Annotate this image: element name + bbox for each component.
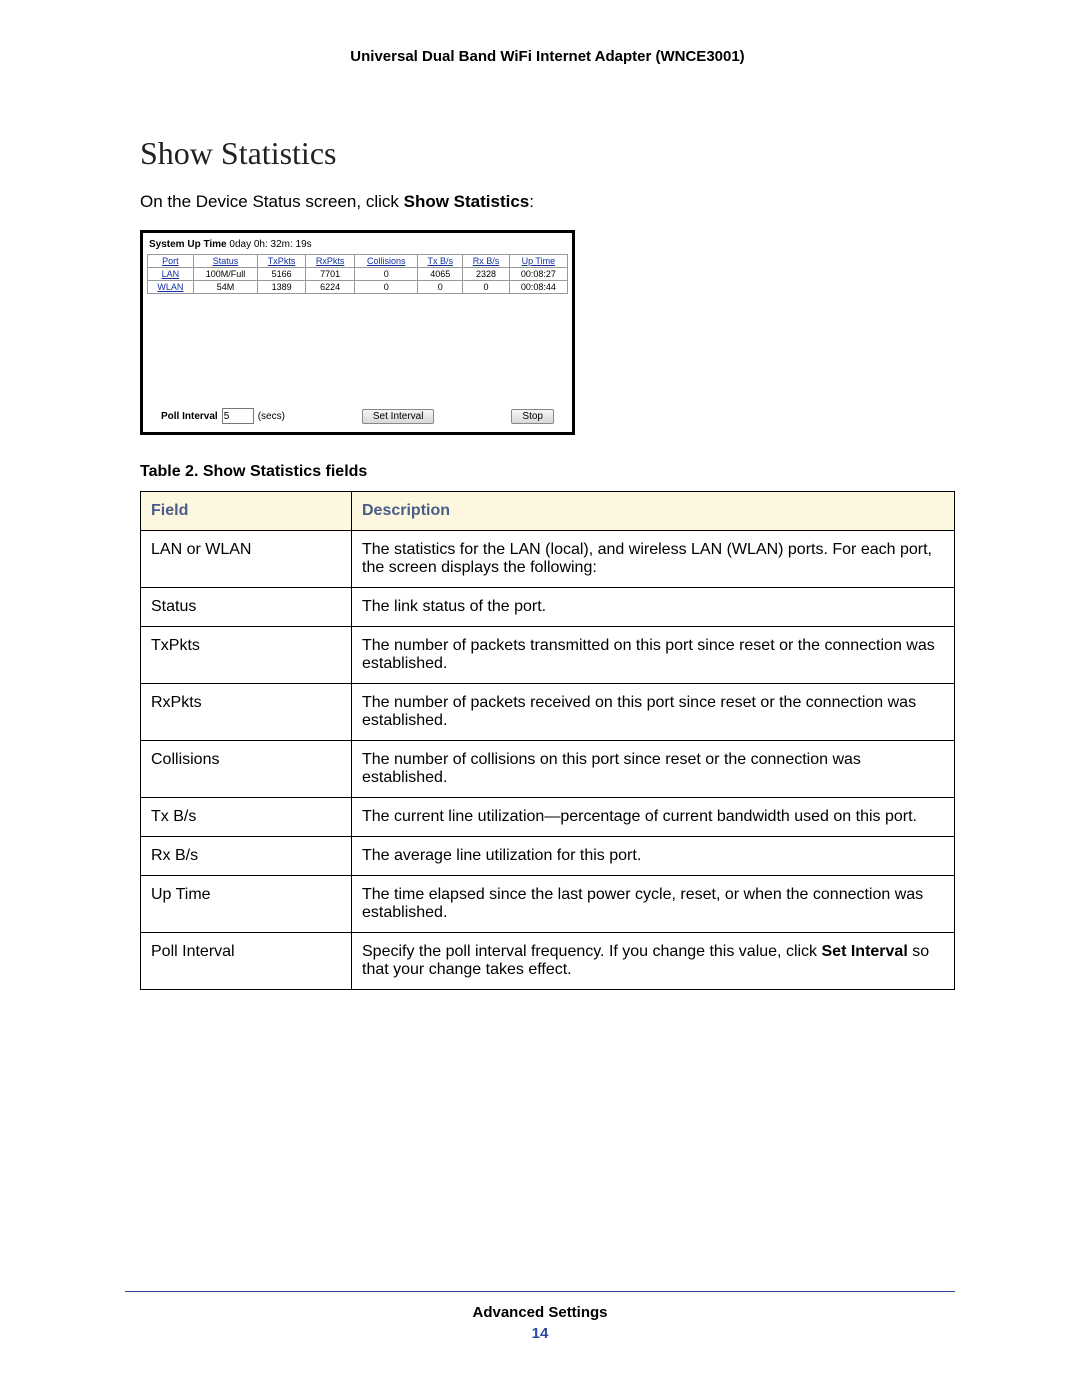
fields-header-row: Field Description (141, 492, 955, 531)
statistics-screenshot: System Up Time 0day 0h: 32m: 19s Port St… (140, 230, 575, 435)
fields-col-field: Field (141, 492, 352, 531)
system-uptime: System Up Time 0day 0h: 32m: 19s (147, 237, 568, 254)
poll-interval-input[interactable] (222, 408, 254, 424)
shot-spacer (147, 294, 568, 404)
uptime-label: System Up Time (149, 239, 227, 250)
stats-header-row: Port Status TxPkts RxPkts Collisions Tx … (148, 255, 568, 268)
shot-controls: Poll Interval (secs) Set Interval Stop (147, 404, 568, 424)
col-collisions: Collisions (355, 255, 418, 268)
fields-row: Tx B/s The current line utilization—perc… (141, 798, 955, 837)
stats-table: Port Status TxPkts RxPkts Collisions Tx … (147, 254, 568, 294)
intro-pre: On the Device Status screen, click (140, 192, 404, 211)
cell: 0 (463, 281, 509, 294)
field-name: TxPkts (141, 627, 352, 684)
poll-units: (secs) (258, 411, 285, 422)
field-name: Tx B/s (141, 798, 352, 837)
desc-pre: Specify the poll interval frequency. If … (362, 943, 822, 960)
cell: 100M/Full (193, 268, 257, 281)
stats-row: LAN 100M/Full 5166 7701 0 4065 2328 00:0… (148, 268, 568, 281)
col-uptime: Up Time (509, 255, 567, 268)
field-desc: The average line utilization for this po… (352, 837, 955, 876)
field-desc: Specify the poll interval frequency. If … (352, 933, 955, 990)
field-desc: The time elapsed since the last power cy… (352, 876, 955, 933)
field-desc: The statistics for the LAN (local), and … (352, 531, 955, 588)
cell: 00:08:27 (509, 268, 567, 281)
footer-section: Advanced Settings (125, 1304, 955, 1321)
col-txpkts: TxPkts (258, 255, 306, 268)
cell: WLAN (148, 281, 194, 294)
fields-col-desc: Description (352, 492, 955, 531)
table-caption: Table 2. Show Statistics fields (140, 463, 955, 481)
cell: 5166 (258, 268, 306, 281)
fields-row: RxPkts The number of packets received on… (141, 684, 955, 741)
stop-button[interactable]: Stop (511, 409, 554, 424)
col-port: Port (148, 255, 194, 268)
cell: 54M (193, 281, 257, 294)
col-rxbs: Rx B/s (463, 255, 509, 268)
intro-post: : (529, 192, 534, 211)
field-name: Collisions (141, 741, 352, 798)
uptime-value: 0day 0h: 32m: 19s (229, 239, 311, 250)
intro-text: On the Device Status screen, click Show … (140, 192, 955, 212)
fields-table: Field Description LAN or WLAN The statis… (140, 491, 955, 990)
field-name: Rx B/s (141, 837, 352, 876)
cell: LAN (148, 268, 194, 281)
col-txbs: Tx B/s (418, 255, 463, 268)
cell: 6224 (305, 281, 354, 294)
field-desc: The link status of the port. (352, 588, 955, 627)
fields-row: Collisions The number of collisions on t… (141, 741, 955, 798)
cell: 00:08:44 (509, 281, 567, 294)
field-desc: The number of collisions on this port si… (352, 741, 955, 798)
intro-bold: Show Statistics (404, 192, 530, 211)
set-interval-button[interactable]: Set Interval (362, 409, 435, 424)
field-name: Up Time (141, 876, 352, 933)
fields-row: Status The link status of the port. (141, 588, 955, 627)
col-rxpkts: RxPkts (305, 255, 354, 268)
stats-row: WLAN 54M 1389 6224 0 0 0 00:08:44 (148, 281, 568, 294)
field-name: Poll Interval (141, 933, 352, 990)
cell: 4065 (418, 268, 463, 281)
fields-row: LAN or WLAN The statistics for the LAN (… (141, 531, 955, 588)
footer-rule (125, 1291, 955, 1292)
fields-row: Poll Interval Specify the poll interval … (141, 933, 955, 990)
field-desc: The number of packets received on this p… (352, 684, 955, 741)
desc-bold: Set Interval (822, 943, 908, 960)
fields-row: Up Time The time elapsed since the last … (141, 876, 955, 933)
page-footer: Advanced Settings 14 (125, 1291, 955, 1342)
cell: 7701 (305, 268, 354, 281)
doc-header: Universal Dual Band WiFi Internet Adapte… (140, 48, 955, 65)
field-name: Status (141, 588, 352, 627)
cell: 2328 (463, 268, 509, 281)
fields-row: Rx B/s The average line utilization for … (141, 837, 955, 876)
footer-page-number: 14 (125, 1325, 955, 1342)
poll-interval-label: Poll Interval (161, 411, 218, 422)
fields-row: TxPkts The number of packets transmitted… (141, 627, 955, 684)
section-title: Show Statistics (140, 135, 955, 172)
field-name: RxPkts (141, 684, 352, 741)
field-name: LAN or WLAN (141, 531, 352, 588)
field-desc: The current line utilization—percentage … (352, 798, 955, 837)
cell: 0 (355, 268, 418, 281)
field-desc: The number of packets transmitted on thi… (352, 627, 955, 684)
cell: 0 (355, 281, 418, 294)
cell: 1389 (258, 281, 306, 294)
col-status: Status (193, 255, 257, 268)
cell: 0 (418, 281, 463, 294)
